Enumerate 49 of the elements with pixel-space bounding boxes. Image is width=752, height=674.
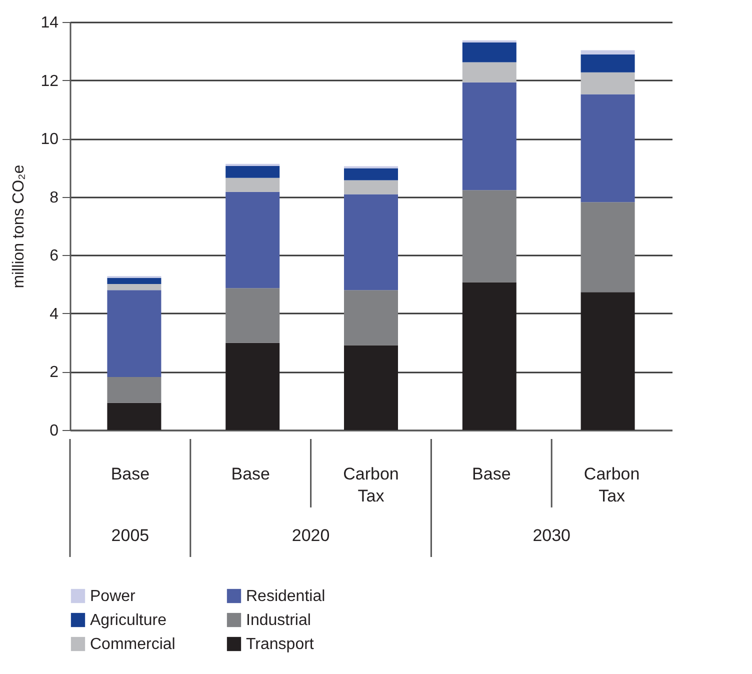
legend-label: Industrial bbox=[246, 612, 311, 629]
y-tick-label: 14 bbox=[40, 14, 59, 32]
legend-label: Commercial bbox=[90, 636, 176, 653]
bar bbox=[107, 402, 162, 430]
x-tick-label: Carbon Tax bbox=[584, 464, 640, 506]
text: 2020 bbox=[292, 526, 330, 545]
y-axis-title: million tons CO₂e bbox=[10, 164, 28, 288]
y-tick-label: 10 bbox=[40, 131, 59, 148]
bar bbox=[226, 342, 280, 430]
legend-label: Agriculture bbox=[90, 612, 167, 629]
legend-label: Power bbox=[90, 588, 136, 605]
y-tick-label: 6 bbox=[50, 248, 59, 265]
bar bbox=[107, 376, 162, 403]
bar bbox=[580, 54, 635, 72]
legend-label: Residential bbox=[246, 588, 326, 605]
x-tick-label: Base bbox=[110, 464, 150, 484]
bar bbox=[344, 180, 398, 194]
bar bbox=[344, 168, 398, 180]
x-tick-label: Carbon Tax bbox=[343, 464, 399, 506]
bar bbox=[580, 94, 635, 202]
y-tick-label: 12 bbox=[40, 72, 59, 90]
x-tick-label: Base bbox=[231, 464, 270, 484]
y-tick-label: 2 bbox=[50, 364, 59, 382]
bar bbox=[226, 166, 280, 178]
x-tick-label: Base bbox=[472, 464, 511, 484]
bar bbox=[462, 190, 516, 282]
bar bbox=[107, 278, 162, 284]
bar bbox=[107, 284, 162, 290]
y-tick-label: 8 bbox=[50, 189, 59, 206]
bar bbox=[107, 290, 162, 377]
bar bbox=[226, 178, 280, 192]
text: 2005 bbox=[111, 526, 150, 545]
bar bbox=[462, 282, 516, 430]
y-tick-label: 4 bbox=[50, 306, 59, 323]
bar bbox=[226, 192, 280, 288]
bar bbox=[462, 42, 516, 62]
bar bbox=[580, 292, 635, 430]
bar bbox=[344, 194, 398, 290]
bar bbox=[462, 62, 516, 82]
bar bbox=[344, 290, 398, 346]
bar bbox=[462, 82, 516, 190]
y-tick-label: 0 bbox=[50, 422, 59, 440]
bar bbox=[580, 202, 635, 292]
bar bbox=[226, 288, 280, 343]
bar bbox=[344, 345, 398, 430]
bar bbox=[580, 50, 635, 54]
bar bbox=[580, 72, 635, 94]
legend-label: Transport bbox=[246, 636, 314, 653]
text: 2030 bbox=[532, 526, 571, 545]
